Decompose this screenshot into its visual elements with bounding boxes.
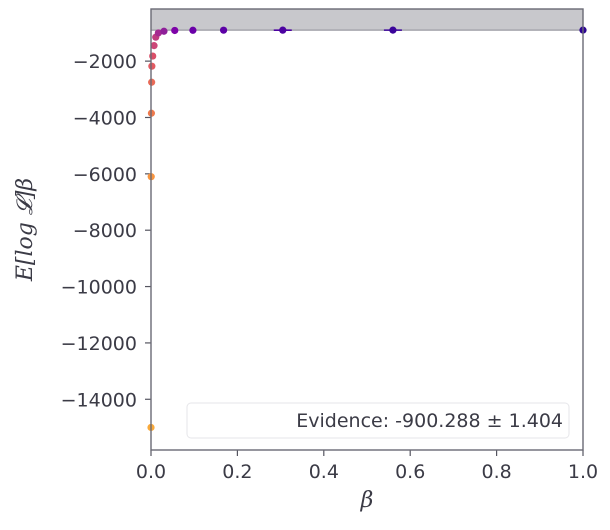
evidence-band-layer bbox=[151, 9, 583, 31]
data-point bbox=[148, 62, 156, 70]
x-tick-label: 0.0 bbox=[136, 461, 166, 483]
y-tick-label: −8000 bbox=[73, 220, 137, 242]
y-tick-label: −4000 bbox=[73, 107, 137, 129]
points-layer bbox=[147, 26, 587, 432]
plot-frame bbox=[150, 8, 584, 451]
data-point bbox=[149, 52, 157, 60]
y-axis-label: E[log 𝓛]β bbox=[13, 178, 38, 282]
x-tick-label: 1.0 bbox=[568, 461, 598, 483]
data-point bbox=[154, 29, 162, 37]
data-point bbox=[189, 26, 197, 34]
legend-text: Evidence: -900.288 ± 1.404 bbox=[296, 410, 563, 432]
y-tick-label: −6000 bbox=[73, 164, 137, 186]
y-tick-label: −14000 bbox=[61, 389, 137, 411]
legend: Evidence: -900.288 ± 1.404 bbox=[186, 402, 570, 439]
data-point bbox=[171, 26, 179, 35]
data-point bbox=[150, 42, 158, 50]
axes-layer: 0.0 0.2 0.4 0.6 0.8 1.0 −2000 −4000 −6000 −8000 −1… bbox=[61, 51, 598, 483]
x-axis-label: β bbox=[360, 488, 374, 513]
data-point bbox=[160, 27, 168, 35]
x-tick-label: 0.2 bbox=[222, 461, 252, 483]
data-point bbox=[219, 26, 228, 34]
frame-layer bbox=[150, 8, 584, 451]
x-tick-label: 0.8 bbox=[481, 461, 511, 483]
evidence-band bbox=[151, 9, 583, 31]
legend-box bbox=[186, 402, 570, 439]
x-tick-label: 0.6 bbox=[395, 461, 425, 483]
x-tick-label: 0.4 bbox=[309, 461, 339, 483]
y-tick-label: −10000 bbox=[61, 277, 137, 299]
y-tick-label: −12000 bbox=[61, 333, 137, 355]
y-tick-label: −2000 bbox=[73, 51, 137, 73]
